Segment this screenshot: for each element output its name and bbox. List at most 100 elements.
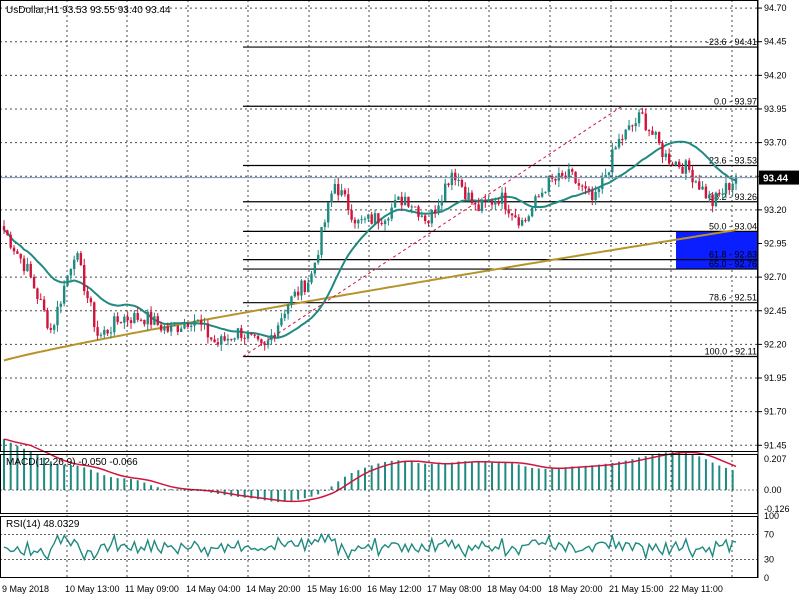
- macd-histogram-bar: [571, 466, 574, 490]
- candle-body: [718, 192, 721, 195]
- candle-body: [367, 214, 370, 219]
- candle-body: [423, 215, 427, 221]
- candle-body: [52, 325, 56, 330]
- candle-body: [631, 125, 634, 127]
- candle-body: [189, 325, 193, 327]
- x-tick-label: 18 May 04:00: [487, 584, 542, 594]
- candle-body: [313, 262, 317, 274]
- fib-level-label: 50.0 - 93.04: [709, 221, 757, 231]
- macd-histogram-bar: [290, 490, 293, 501]
- candle-body: [637, 112, 641, 124]
- candle-body: [507, 209, 510, 214]
- y-tick-label: 91.70: [764, 407, 787, 417]
- macd-histogram-bar: [724, 467, 727, 490]
- macd-histogram-bar: [16, 445, 19, 490]
- macd-histogram-bar: [410, 461, 413, 490]
- macd-histogram-bar: [537, 468, 540, 490]
- candle-body: [530, 207, 534, 217]
- candle-body: [220, 336, 223, 345]
- macd-histogram-bar: [49, 461, 52, 490]
- candle-body: [601, 177, 604, 190]
- macd-histogram-bar: [29, 451, 32, 490]
- candle-body: [32, 276, 36, 289]
- macd-histogram-bar: [69, 465, 72, 490]
- macd-histogram-bar: [297, 490, 300, 500]
- macd-histogram-bar: [651, 454, 654, 490]
- macd-histogram-bar: [551, 468, 554, 490]
- main-panel-frame: [0, 0, 758, 452]
- candle-body: [136, 313, 139, 320]
- macd-histogram-bar: [130, 478, 133, 490]
- macd-histogram-bar: [343, 476, 346, 490]
- candle-body: [310, 273, 313, 283]
- macd-histogram-bar: [504, 462, 507, 490]
- macd-histogram-bar: [9, 442, 12, 490]
- candle-body: [370, 214, 373, 224]
- candle-body: [96, 327, 99, 336]
- candle-body: [280, 318, 283, 326]
- y-tick-label: 93.95: [764, 104, 787, 114]
- candle-body: [56, 306, 59, 326]
- macd-y-tick-label: 0.207: [764, 454, 787, 464]
- fib-level-label: 0.0 - 93.97: [714, 96, 757, 106]
- x-tick-label: 11 May 09:00: [125, 584, 179, 594]
- macd-histogram-bar: [143, 482, 146, 490]
- macd-histogram-bar: [96, 472, 99, 490]
- candle-body: [83, 264, 86, 292]
- candle-body: [681, 167, 684, 174]
- candle-body: [139, 319, 143, 321]
- macd-histogram-bar: [624, 460, 627, 490]
- candle-body: [343, 190, 347, 195]
- macd-histogram-bar: [704, 459, 707, 490]
- candle-body: [153, 316, 156, 325]
- candle-body: [671, 163, 674, 166]
- candle-body: [93, 302, 96, 328]
- candle-body: [721, 193, 724, 195]
- candle-body: [119, 322, 123, 324]
- candle-body: [16, 251, 19, 254]
- x-tick-label: 10 May 13:00: [65, 584, 120, 594]
- candle-body: [480, 199, 484, 212]
- candle-body: [708, 194, 711, 199]
- candle-body: [59, 303, 63, 307]
- candle-body: [634, 123, 637, 127]
- candle-body: [159, 324, 163, 331]
- candle-body: [337, 184, 340, 196]
- candle-body: [290, 296, 293, 305]
- candle-body: [263, 343, 266, 346]
- candle-body: [661, 143, 664, 158]
- candle-body: [250, 333, 253, 335]
- candle-body: [534, 196, 537, 208]
- candle-body: [460, 179, 464, 187]
- current-price-box: [759, 170, 799, 185]
- macd-histogram-bar: [357, 470, 360, 490]
- candle-body: [474, 203, 477, 205]
- rsi-layer: [0, 532, 758, 562]
- candle-body: [39, 299, 42, 301]
- candle-body: [387, 218, 390, 221]
- macd-histogram-bar: [250, 490, 253, 499]
- macd-histogram-bar: [56, 463, 59, 490]
- macd-histogram-bar: [691, 454, 694, 490]
- candle-body: [36, 288, 39, 300]
- macd-histogram-bar: [531, 467, 534, 490]
- candle-body: [286, 304, 290, 314]
- macd-histogram-bar: [257, 490, 260, 500]
- macd-histogram-bar: [517, 464, 520, 490]
- candle-body: [183, 323, 186, 329]
- candle-body: [206, 323, 210, 338]
- candle-body: [233, 338, 236, 340]
- macd-histogram-bar: [230, 490, 233, 497]
- macd-histogram-bar: [3, 439, 5, 490]
- macd-histogram-bar: [317, 490, 320, 495]
- candle-body: [400, 196, 403, 206]
- candle-body: [437, 205, 440, 214]
- macd-histogram-bar: [511, 462, 514, 490]
- macd-histogram-bar: [310, 490, 313, 497]
- fib-level-label: 78.6 - 92.51: [709, 293, 757, 303]
- candle-body: [79, 253, 83, 265]
- fib-level-label: 65.0 - 92.76: [709, 259, 757, 269]
- candle-body: [647, 130, 651, 132]
